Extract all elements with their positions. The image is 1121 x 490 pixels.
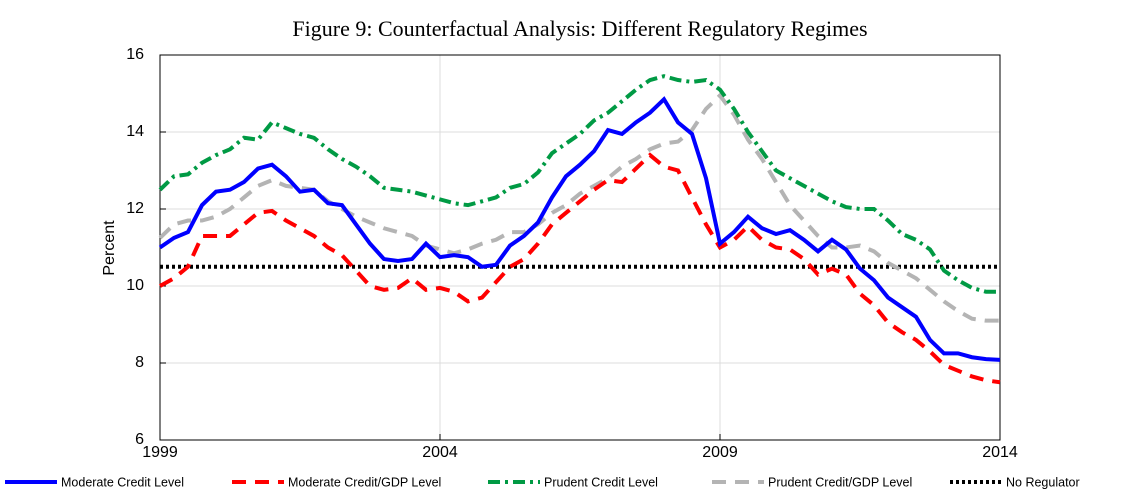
- x-tick-label: 2004: [422, 444, 458, 461]
- chart-title: Figure 9: Counterfactual Analysis: Diffe…: [292, 16, 867, 41]
- x-tick-label: 1999: [142, 444, 178, 461]
- y-tick-label: 16: [126, 46, 144, 63]
- y-axis-label: Percent: [101, 220, 118, 276]
- series-line: [158, 74, 1000, 294]
- series-line: [158, 96, 1001, 362]
- legend-label: Prudent Credit Level: [544, 475, 658, 489]
- series-line: [159, 152, 1001, 385]
- series-line: [158, 92, 1000, 323]
- y-tick-label: 8: [135, 354, 144, 371]
- plot-frame: [159, 54, 1001, 441]
- y-tick-label: 12: [126, 200, 144, 217]
- legend-label: Moderate Credit/GDP Level: [288, 475, 441, 489]
- y-tick-label: 10: [126, 277, 144, 294]
- legend-label: Prudent Credit/GDP Level: [768, 475, 912, 489]
- x-tick-label: 2009: [702, 444, 738, 461]
- legend-label: No Regulator: [1006, 475, 1080, 489]
- x-tick-label: 2014: [982, 444, 1018, 461]
- y-tick-label: 6: [135, 431, 144, 448]
- y-tick-label: 14: [126, 123, 144, 140]
- legend-label: Moderate Credit Level: [61, 475, 184, 489]
